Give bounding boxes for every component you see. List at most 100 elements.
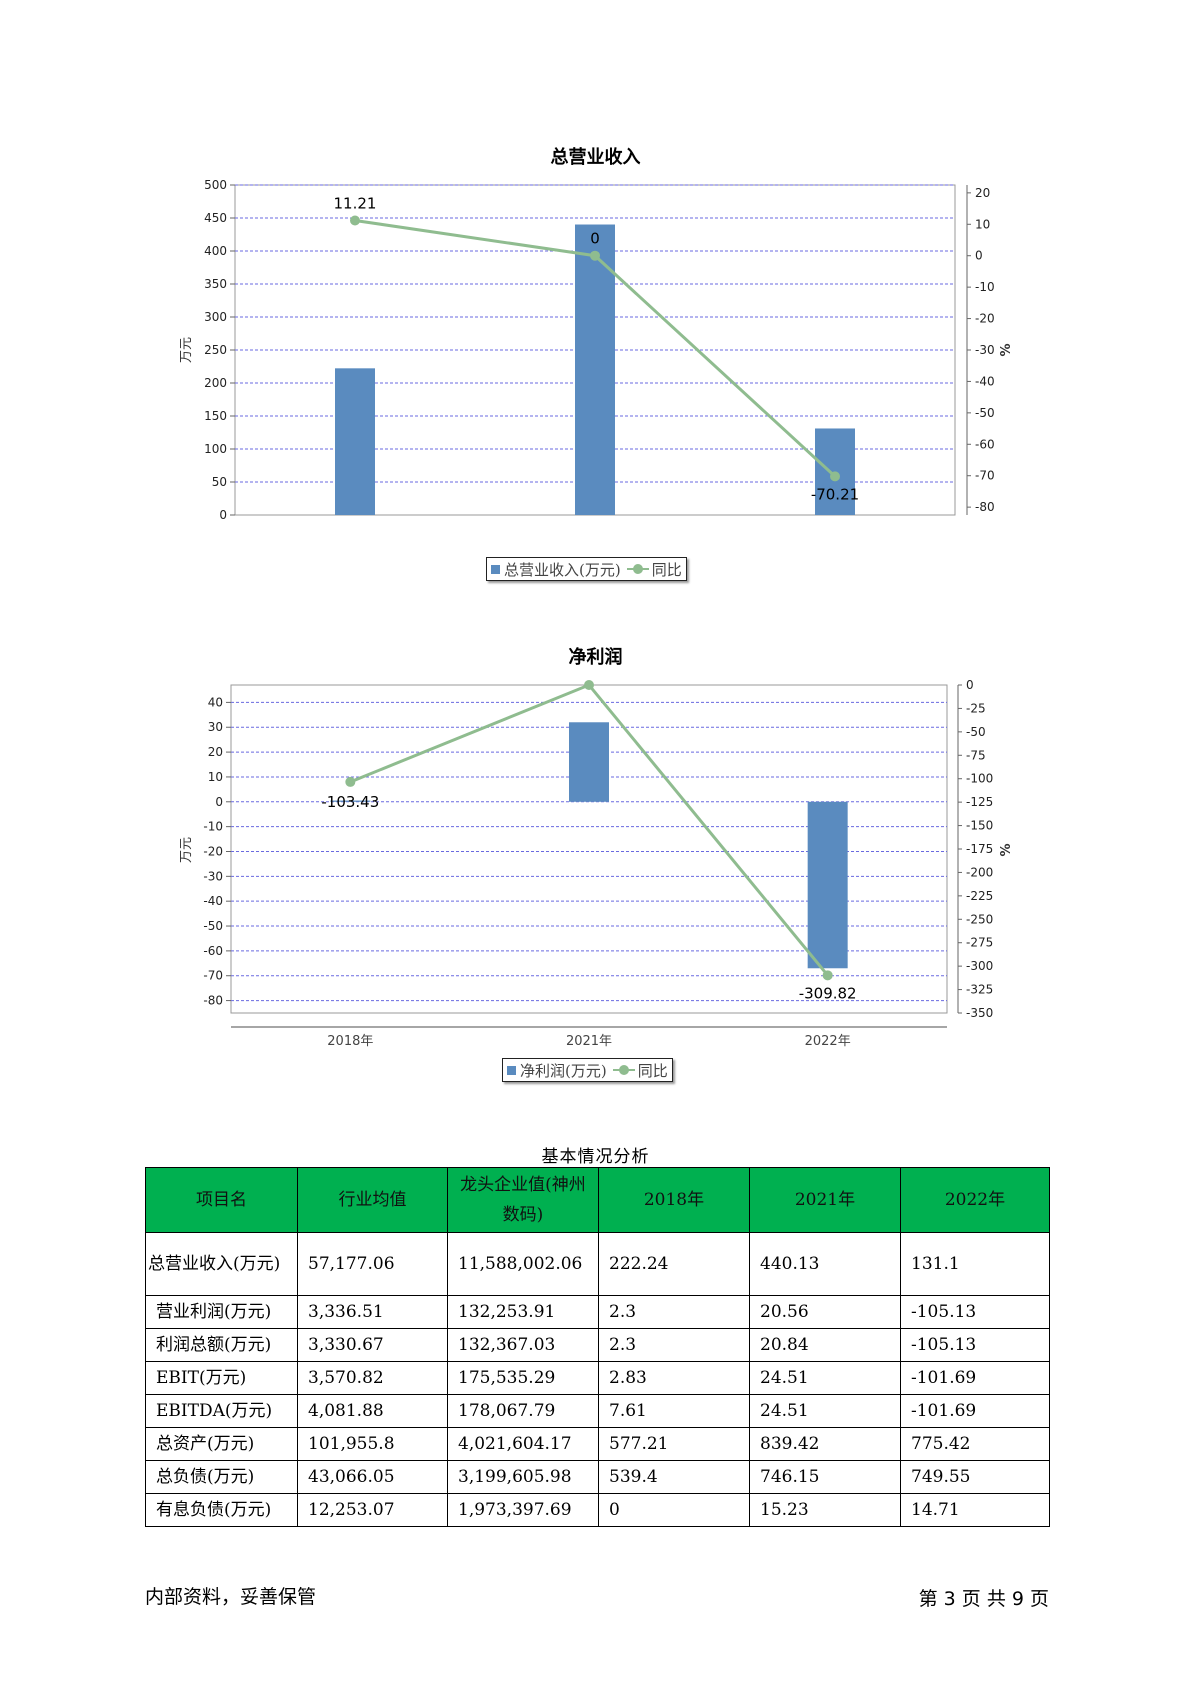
chart-legend: 总营业收入(万元) 同比 bbox=[486, 557, 687, 581]
table-cell: 43,066.05 bbox=[297, 1460, 448, 1494]
table-row: EBIT(万元) 3,570.82 175,535.29 2.83 24.51 -101.… bbox=[145, 1361, 1050, 1395]
y-tick-label: 40 bbox=[208, 695, 223, 709]
data-label: -309.82 bbox=[799, 984, 857, 1002]
y-tick-label: -50 bbox=[203, 919, 223, 933]
row-label-cell: 总资产(万元) bbox=[145, 1427, 298, 1461]
header-cell: 行业均值 bbox=[297, 1167, 448, 1233]
x-tick-label: 2022年 bbox=[805, 1034, 851, 1049]
table-cell: 3,199,605.98 bbox=[447, 1460, 599, 1494]
y-tick-label: 500 bbox=[204, 178, 227, 192]
y-tick-label: 100 bbox=[204, 442, 227, 456]
y2-tick-label: 20 bbox=[975, 186, 990, 200]
y2-tick-label: -225 bbox=[966, 889, 993, 903]
table-cell: 178,067.79 bbox=[447, 1394, 599, 1428]
table-cell: 20.56 bbox=[749, 1295, 901, 1329]
y2-tick-label: -10 bbox=[975, 280, 995, 294]
table-cell: 1,973,397.69 bbox=[447, 1493, 599, 1527]
y-tick-label: 400 bbox=[204, 244, 227, 258]
y2-tick-label: -25 bbox=[966, 701, 986, 715]
y2-tick-label: -75 bbox=[966, 748, 986, 762]
table-cell: 3,570.82 bbox=[297, 1361, 448, 1395]
table-cell: 11,588,002.06 bbox=[447, 1232, 599, 1296]
data-label: 11.21 bbox=[334, 194, 377, 212]
line-legend-swatch bbox=[626, 564, 649, 574]
revenue-chart-svg: 050100150200250300350400450500万元20100-10… bbox=[179, 178, 1014, 520]
yoy-point-0 bbox=[345, 776, 356, 787]
y-tick-label: -40 bbox=[203, 894, 223, 908]
yoy-point-1 bbox=[590, 250, 600, 261]
row-label-cell: 有息负债(万元) bbox=[145, 1493, 298, 1527]
y-tick-label: 350 bbox=[204, 277, 227, 291]
table-cell: 2.3 bbox=[598, 1295, 750, 1329]
y2-tick-label: -250 bbox=[966, 912, 993, 926]
table-cell: 539.4 bbox=[598, 1460, 750, 1494]
y2-tick-label: -100 bbox=[966, 772, 993, 786]
y2-tick-label: -70 bbox=[975, 469, 995, 483]
y-tick-label: -60 bbox=[203, 944, 223, 958]
y-tick-label: 20 bbox=[208, 745, 223, 759]
table-cell: -101.69 bbox=[900, 1361, 1050, 1395]
table-cell: 20.84 bbox=[749, 1328, 901, 1362]
y2-tick-label: -20 bbox=[975, 312, 995, 326]
data-label: -70.21 bbox=[811, 485, 859, 503]
table-cell: -105.13 bbox=[900, 1295, 1050, 1329]
bar-0 bbox=[335, 368, 375, 515]
y-tick-label: 10 bbox=[208, 770, 223, 784]
y2-tick-label: -50 bbox=[975, 406, 995, 420]
y2-tick-label: 0 bbox=[975, 249, 983, 263]
y2-tick-label: -200 bbox=[966, 865, 993, 879]
legend-bar-label: 总营业收入(万元) bbox=[504, 560, 621, 579]
header-cell: 2022年 bbox=[900, 1167, 1050, 1233]
legend-bar-label: 净利润(万元) bbox=[520, 1061, 607, 1080]
table-cell: -101.69 bbox=[900, 1394, 1050, 1428]
table-cell: 7.61 bbox=[598, 1394, 750, 1428]
line-legend-swatch bbox=[612, 1065, 635, 1075]
net-profit-chart-svg: 40 30 20 10 0 -10 -20 -30 -40 -50 -60 -70 -80 万元 0 -25 -… bbox=[179, 678, 1014, 1049]
data-label: 0 bbox=[590, 230, 600, 248]
table-cell: 4,081.88 bbox=[297, 1394, 448, 1428]
table-cell: 14.71 bbox=[900, 1493, 1050, 1527]
y-tick-label: 450 bbox=[204, 211, 227, 225]
y2-tick-label: -50 bbox=[966, 725, 986, 739]
table-cell: 15.23 bbox=[749, 1493, 901, 1527]
bar-1 bbox=[569, 722, 609, 802]
row-label-cell: 营业利润(万元) bbox=[145, 1295, 298, 1329]
table-cell: 749.55 bbox=[900, 1460, 1050, 1494]
table-cell: 131.1 bbox=[900, 1232, 1050, 1296]
table-row: 总营业收入(万元) 57,177.06 11,588,002.06 222.24 440… bbox=[145, 1232, 1050, 1296]
table-row: 有息负债(万元) 12,253.07 1,973,397.69 0 15.23 14.71 bbox=[145, 1493, 1050, 1527]
chart-title: 总营业收入 bbox=[550, 147, 641, 168]
y2-tick-label: 0 bbox=[966, 678, 974, 692]
y-tick-label: -80 bbox=[203, 994, 223, 1008]
y2-tick-label: -30 bbox=[975, 343, 995, 357]
y2-tick-label: -150 bbox=[966, 819, 993, 833]
row-label-cell: EBIT(万元) bbox=[145, 1361, 298, 1395]
table-row: 营业利润(万元) 3,336.51 132,253.91 2.3 20.56 -105.1… bbox=[145, 1295, 1050, 1329]
chart-title: 净利润 bbox=[568, 647, 623, 668]
y-tick-label: 0 bbox=[219, 508, 227, 520]
header-cell: 2021年 bbox=[749, 1167, 901, 1233]
table-cell: 3,330.67 bbox=[297, 1328, 448, 1362]
chart-legend: 净利润(万元) 同比 bbox=[502, 1058, 673, 1082]
header-cell: 龙头企业值(神州数码) bbox=[447, 1167, 599, 1233]
row-label-cell: EBITDA(万元) bbox=[145, 1394, 298, 1428]
y-tick-label: -10 bbox=[203, 820, 223, 834]
table-cell: 101,955.8 bbox=[297, 1427, 448, 1461]
y2-tick-label: -350 bbox=[966, 1006, 993, 1020]
table-cell: 2.3 bbox=[598, 1328, 750, 1362]
y-axis-label: 万元 bbox=[179, 837, 194, 863]
table-cell: 2.83 bbox=[598, 1361, 750, 1395]
y-tick-label: -70 bbox=[203, 969, 223, 983]
table-cell: 57,177.06 bbox=[297, 1232, 448, 1296]
y2-tick-label: 10 bbox=[975, 217, 990, 231]
table-cell: 4,021,604.17 bbox=[447, 1427, 599, 1461]
table-cell: 175,535.29 bbox=[447, 1361, 599, 1395]
y-tick-label: 200 bbox=[204, 376, 227, 390]
table-header-row: 项目名 行业均值 龙头企业值(神州数码) 2018年 2021年 2022年 bbox=[145, 1167, 1050, 1233]
data-label: -103.43 bbox=[321, 793, 379, 811]
y-tick-label: 150 bbox=[204, 409, 227, 423]
y-tick-label: -20 bbox=[203, 844, 223, 858]
y2-tick-label: -40 bbox=[975, 374, 995, 388]
yoy-point-0 bbox=[350, 215, 360, 226]
table-cell: 132,253.91 bbox=[447, 1295, 599, 1329]
